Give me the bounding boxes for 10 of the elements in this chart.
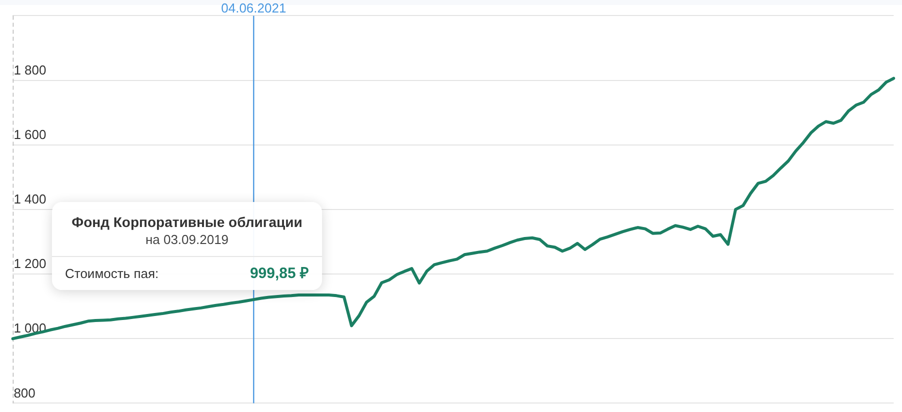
x-tick-label: 04.06.2021 — [221, 0, 286, 16]
annotation: на 03.09.2019 — [144, 232, 230, 248]
y-tick-label: 1 600 — [14, 126, 46, 142]
annotation: Стоимость пая: — [65, 265, 159, 283]
annotation: Фонд Корпоративные облигации — [70, 213, 304, 231]
annotation: 999,85 ₽ — [250, 265, 309, 283]
y-tick-label: 1 200 — [14, 256, 46, 272]
y-tick-label: 1 400 — [14, 192, 46, 207]
y-tick-label: 1 800 — [14, 62, 46, 78]
y-tick-label: 800 — [14, 385, 36, 400]
